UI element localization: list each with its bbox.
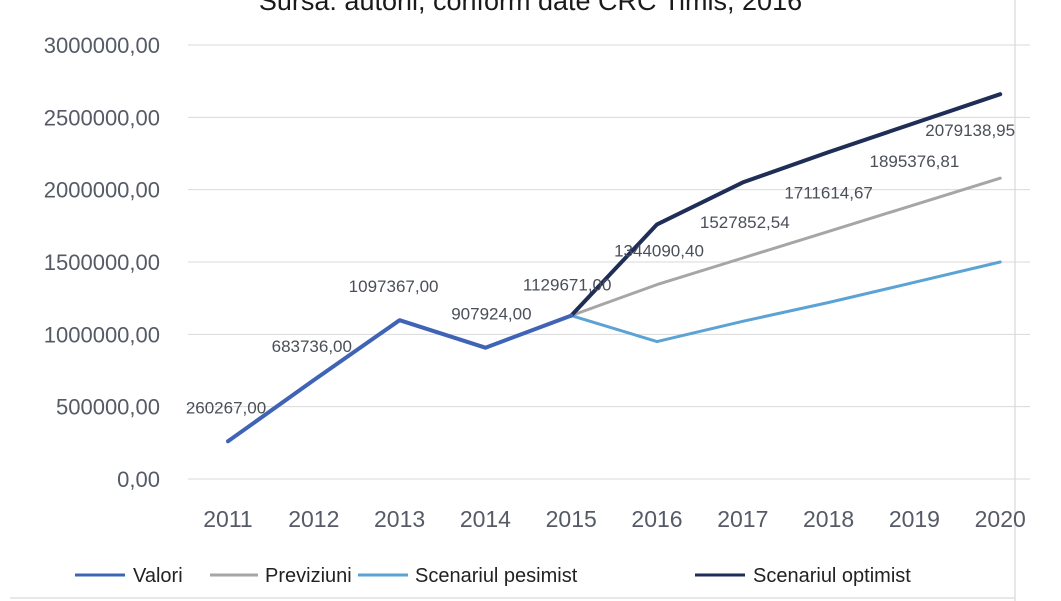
y-tick-label: 0,00 [117,467,160,492]
legend: Valori Previziuni Scenariul pesimist Scenar… [75,565,911,587]
data-label: 1895376,81 [869,152,959,171]
data-label: 2079138,95 [925,121,1015,140]
x-tick-label: 2019 [889,506,940,532]
x-axis-ticks: 2011 2012 2013 2014 2015 2016 2017 2018 2019 2020 [203,506,1026,532]
x-tick-label: 2020 [975,506,1026,532]
y-tick-label: 2000000,00 [44,178,160,203]
x-tick-label: 2014 [460,506,511,532]
x-tick-label: 2013 [374,506,425,532]
series-lines [226,92,1003,444]
legend-label: Scenariul pesimist [415,565,578,587]
data-label: 1344090,40 [614,242,704,261]
chart-frame [10,0,1016,601]
data-label: 1711614,67 [784,183,873,202]
data-label: 260267,00 [186,398,266,417]
series-line-scenariul-optimist [569,92,1003,318]
data-label: 1527852,54 [700,213,790,232]
x-tick-label: 2011 [203,506,252,532]
legend-label: Previziuni [265,565,352,587]
y-tick-label: 3000000,00 [44,33,160,58]
chart-title: Sursa: autorii, conform date CRC Timis, … [258,0,803,16]
x-tick-label: 2015 [546,506,597,532]
data-label: 1129671,00 [523,276,612,295]
x-tick-label: 2016 [631,506,682,532]
legend-label: Scenariul optimist [753,565,911,587]
y-tick-label: 500000,00 [56,395,160,420]
gridlines [188,44,1030,480]
data-label: 683736,00 [272,337,352,356]
y-tick-label: 2500000,00 [44,105,160,130]
x-tick-label: 2017 [717,506,768,532]
x-tick-label: 2018 [803,506,854,532]
data-label: 907924,00 [451,305,531,324]
y-tick-label: 1000000,00 [44,322,160,347]
series-line-previziuni [569,176,1002,318]
x-tick-label: 2012 [288,506,339,532]
legend-label: Valori [133,565,183,587]
data-labels: 260267,00 683736,00 1097367,00 907924,00 112… [186,121,1015,417]
series-line-scenariul-pesimist [569,260,1002,344]
series-line-valori [226,313,574,444]
data-label: 1097367,00 [349,277,439,296]
y-axis-ticks: 0,00 500000,00 1000000,00 1500000,00 2000000… [44,33,160,492]
y-tick-label: 1500000,00 [44,250,160,275]
